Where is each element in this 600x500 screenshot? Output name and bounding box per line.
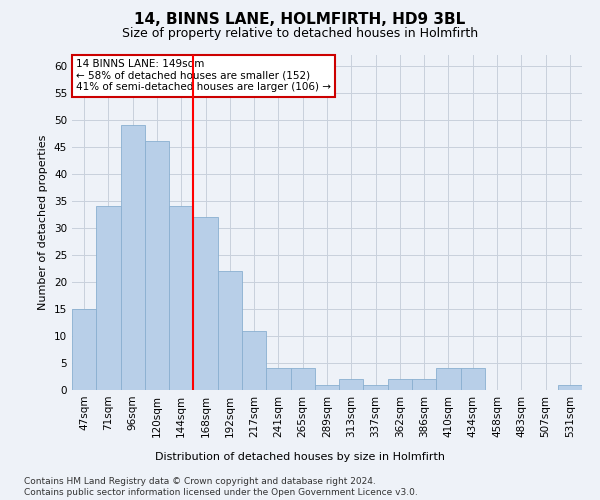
Bar [193, 217, 218, 390]
Y-axis label: Number of detached properties: Number of detached properties [38, 135, 49, 310]
Text: Size of property relative to detached houses in Holmfirth: Size of property relative to detached ho… [122, 28, 478, 40]
Text: 14, BINNS LANE, HOLMFIRTH, HD9 3BL: 14, BINNS LANE, HOLMFIRTH, HD9 3BL [134, 12, 466, 28]
Bar [364, 384, 388, 390]
Bar [96, 206, 121, 390]
Bar [169, 206, 193, 390]
Bar [218, 271, 242, 390]
Text: 14 BINNS LANE: 149sqm
← 58% of detached houses are smaller (152)
41% of semi-det: 14 BINNS LANE: 149sqm ← 58% of detached … [76, 59, 331, 92]
Bar [290, 368, 315, 390]
Bar [121, 125, 145, 390]
Bar [412, 379, 436, 390]
Bar [315, 384, 339, 390]
Bar [339, 379, 364, 390]
Bar [242, 330, 266, 390]
Bar [266, 368, 290, 390]
Bar [145, 142, 169, 390]
Bar [558, 384, 582, 390]
Bar [72, 309, 96, 390]
Text: Distribution of detached houses by size in Holmfirth: Distribution of detached houses by size … [155, 452, 445, 462]
Text: Contains HM Land Registry data © Crown copyright and database right 2024.
Contai: Contains HM Land Registry data © Crown c… [24, 478, 418, 497]
Bar [436, 368, 461, 390]
Bar [461, 368, 485, 390]
Bar [388, 379, 412, 390]
